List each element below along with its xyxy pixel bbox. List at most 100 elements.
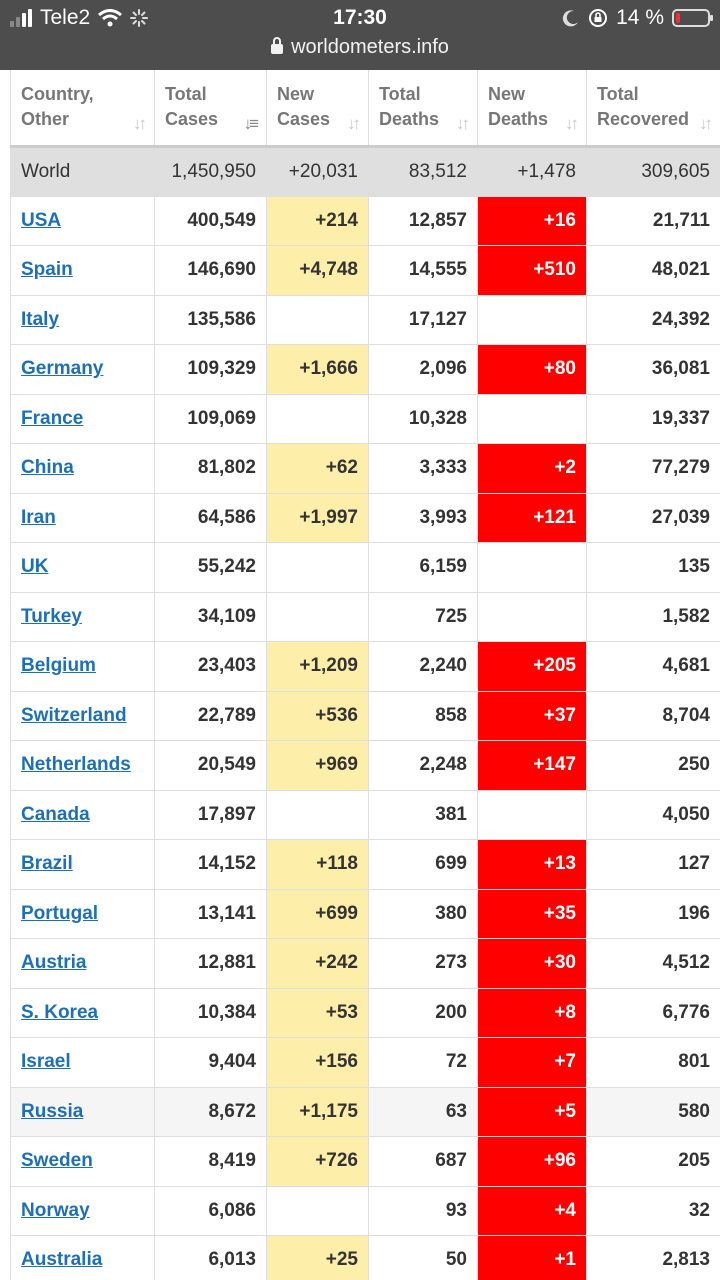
column-header-new-cases[interactable]: New Cases ↓↑ [266, 70, 369, 148]
cell-new-deaths [477, 295, 587, 345]
country-link[interactable]: UK [21, 556, 49, 578]
battery-icon [672, 9, 713, 27]
cell-total-deaths: 14,555 [368, 245, 478, 296]
cell-total-deaths: 2,096 [368, 344, 478, 395]
cell-new-cases [266, 790, 369, 840]
cell-total-deaths: 72 [368, 1037, 478, 1088]
country-link[interactable]: Turkey [21, 605, 82, 627]
cell-new-cases: +156 [266, 1037, 369, 1088]
country-link[interactable]: S. Korea [21, 1001, 99, 1023]
cell-new-cases [266, 592, 369, 642]
cell-total-cases: 64,586 [154, 493, 267, 543]
cell-name: Netherlands [10, 740, 155, 791]
cell-total-recovered: 27,039 [586, 493, 720, 543]
cell-name: Brazil [10, 839, 155, 890]
sort-icon[interactable]: ↓↑ [699, 114, 713, 133]
cell-new-cases [266, 542, 369, 593]
cell-total-cases: 9,404 [154, 1037, 267, 1088]
cell-total-recovered: 48,021 [586, 245, 720, 296]
cell-total-deaths: 12,857 [368, 196, 478, 246]
cell-total-cases: 14,152 [154, 839, 267, 890]
cell-new-deaths [477, 542, 587, 593]
country-link[interactable]: Australia [21, 1249, 103, 1271]
sort-icon[interactable]: ↓↑ [133, 114, 147, 133]
column-header-total-recovered[interactable]: Total Recovered ↓↑ [586, 70, 720, 148]
rotation-lock-icon [589, 9, 608, 27]
table-body: World 1,450,950 +20,031 83,512 +1,478 309,605… [10, 146, 720, 1280]
table-row: Brazil 14,152 +118 699 +13 127 [10, 839, 720, 890]
cell-total-recovered: 8,704 [586, 691, 720, 741]
cell-name: Russia [10, 1087, 155, 1137]
country-link[interactable]: Switzerland [21, 704, 127, 726]
country-link[interactable]: France [21, 407, 84, 429]
table-row: Switzerland 22,789 +536 858 +37 8,704 [10, 691, 720, 741]
cell-total-recovered: 21,711 [586, 196, 720, 246]
moon-icon [562, 10, 579, 27]
sort-icon[interactable]: ↓↑ [456, 114, 470, 133]
country-link[interactable]: Belgium [21, 655, 96, 677]
country-link[interactable]: Netherlands [21, 754, 131, 776]
cell-total-deaths: 3,993 [368, 493, 478, 543]
column-header-country[interactable]: Country, Other ↓↑ [10, 70, 155, 148]
cell-new-cases: +25 [266, 1235, 369, 1280]
cell-name: Switzerland [10, 691, 155, 741]
sort-icon[interactable]: ↓↑ [347, 114, 361, 133]
cell-new-deaths: +7 [477, 1037, 587, 1088]
cell-new-deaths: +80 [477, 344, 587, 395]
country-link[interactable]: Canada [21, 803, 90, 825]
country-link[interactable]: Iran [21, 506, 56, 528]
sort-descending-icon[interactable]: ↓≡ [243, 114, 260, 133]
country-link[interactable]: Sweden [21, 1150, 93, 1172]
cell-name: Belgium [10, 641, 155, 692]
cell-name: Norway [10, 1186, 155, 1236]
column-header-label: Cases [277, 109, 331, 130]
country-link[interactable]: Norway [21, 1199, 90, 1221]
sort-icon[interactable]: ↓↑ [565, 114, 579, 133]
cell-new-deaths: +147 [477, 740, 587, 791]
cell-name: Italy [10, 295, 155, 345]
cell-name: Austria [10, 938, 155, 989]
column-header-label: Other [21, 109, 70, 130]
country-link[interactable]: China [21, 457, 74, 479]
country-link[interactable]: Brazil [21, 853, 73, 875]
address-bar[interactable]: worldometers.info [0, 36, 720, 59]
cell-new-cases [266, 1186, 369, 1236]
cell-total-deaths: 2,240 [368, 641, 478, 692]
cell-name: Turkey [10, 592, 155, 642]
cell-total-deaths: 699 [368, 839, 478, 890]
column-header-label: Total [597, 84, 639, 105]
country-link[interactable]: Israel [21, 1051, 71, 1073]
status-left: Tele2 [10, 6, 149, 30]
cell-new-cases: +53 [266, 988, 369, 1038]
country-link[interactable]: Austria [21, 952, 87, 974]
cell-total-deaths: 3,333 [368, 443, 478, 494]
cell-new-deaths [477, 394, 587, 444]
country-link[interactable]: Russia [21, 1100, 84, 1122]
world-total-row: World 1,450,950 +20,031 83,512 +1,478 309,605 [10, 146, 720, 197]
url-text: worldometers.info [291, 36, 449, 58]
country-link[interactable]: Germany [21, 358, 104, 380]
column-header-new-deaths[interactable]: New Deaths ↓↑ [477, 70, 587, 148]
cell-total-deaths: 687 [368, 1136, 478, 1187]
country-link[interactable]: Spain [21, 259, 73, 281]
table-row: Spain 146,690 +4,748 14,555 +510 48,021 [10, 245, 720, 296]
cell-new-deaths: +2 [477, 443, 587, 494]
cell-total-cases: 146,690 [154, 245, 267, 296]
country-link[interactable]: Italy [21, 308, 60, 330]
cell-new-deaths [477, 790, 587, 840]
cell-total-cases: 6,086 [154, 1186, 267, 1236]
column-header-total-deaths[interactable]: Total Deaths ↓↑ [368, 70, 478, 148]
column-header-label: Cases [165, 109, 219, 130]
country-link[interactable]: Portugal [21, 902, 99, 924]
carrier-name: Tele2 [40, 6, 91, 29]
table-row: Netherlands 20,549 +969 2,248 +147 250 [10, 740, 720, 791]
cell-total-recovered: 205 [586, 1136, 720, 1187]
country-link[interactable]: USA [21, 209, 62, 231]
cell-new-deaths: +13 [477, 839, 587, 890]
table-row: Sweden 8,419 +726 687 +96 205 [10, 1136, 720, 1187]
cell-new-cases: +20,031 [266, 146, 369, 197]
column-header-total-cases[interactable]: Total Cases ↓≡ [154, 70, 267, 148]
cell-new-deaths: +35 [477, 889, 587, 939]
cell-new-cases: +969 [266, 740, 369, 791]
cell-new-deaths: +5 [477, 1087, 587, 1137]
